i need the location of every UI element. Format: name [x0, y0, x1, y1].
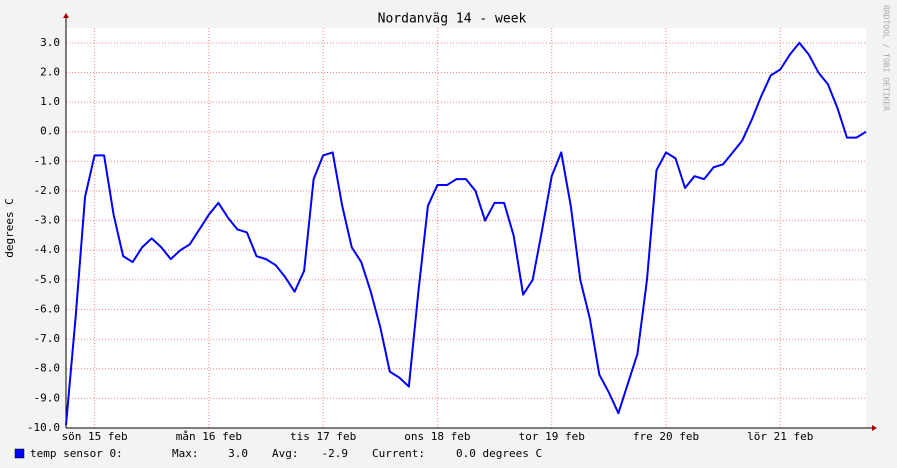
y-tick-label: -1.0 — [34, 154, 61, 167]
x-tick-label: tis 17 feb — [290, 430, 356, 443]
y-tick-label: -6.0 — [34, 302, 61, 315]
y-tick-label: -2.0 — [34, 184, 61, 197]
watermark: RRDTOOL / TOBI OETIKER — [882, 5, 891, 111]
stat-label: Current: — [372, 447, 425, 460]
y-tick-label: 1.0 — [40, 95, 60, 108]
stat-value: 0.0 degrees C — [456, 447, 542, 460]
chart-title: Nordanväg 14 - week — [378, 12, 527, 27]
x-tick-label: ons 18 feb — [404, 430, 470, 443]
y-tick-label: -9.0 — [34, 391, 61, 404]
y-tick-label: -10.0 — [27, 421, 60, 434]
legend-swatch — [14, 448, 25, 459]
stat-value: 3.0 — [228, 447, 248, 460]
legend-label: temp sensor 0: — [30, 447, 123, 460]
x-tick-label: sön 15 feb — [61, 430, 127, 443]
y-tick-label: 2.0 — [40, 65, 60, 78]
x-tick-label: lör 21 feb — [747, 430, 813, 443]
y-tick-label: -8.0 — [34, 362, 61, 375]
x-tick-label: tor 19 feb — [519, 430, 585, 443]
stat-label: Max: — [172, 447, 199, 460]
y-tick-label: -3.0 — [34, 214, 61, 227]
y-tick-label: -7.0 — [34, 332, 61, 345]
plot-area — [66, 28, 866, 428]
axis-arrow — [63, 13, 69, 18]
x-tick-label: mån 16 feb — [176, 430, 242, 443]
y-axis-label: degrees C — [3, 198, 16, 258]
y-tick-label: -4.0 — [34, 243, 61, 256]
x-tick-label: fre 20 feb — [633, 430, 699, 443]
stat-label: Avg: — [272, 447, 299, 460]
y-tick-label: 0.0 — [40, 125, 60, 138]
stat-value: -2.9 — [322, 447, 349, 460]
y-tick-label: 3.0 — [40, 36, 60, 49]
axis-arrow — [872, 425, 877, 431]
y-tick-label: -5.0 — [34, 273, 61, 286]
data-line — [65, 41, 867, 426]
